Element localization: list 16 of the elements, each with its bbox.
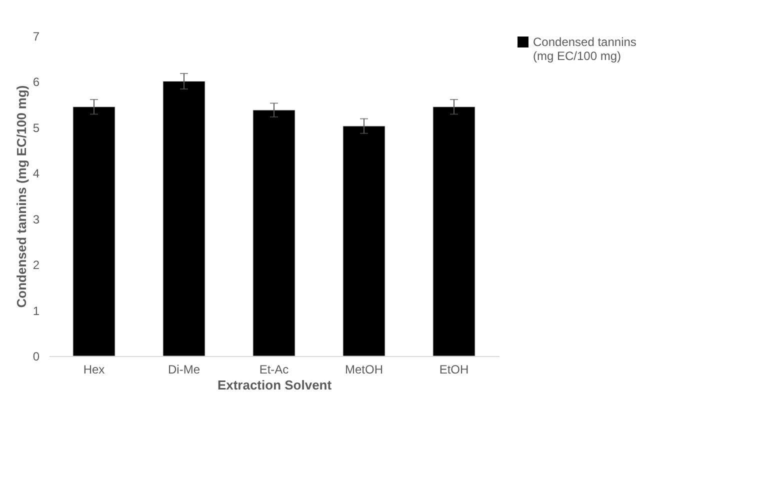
- y-tick-label: 0: [32, 350, 40, 364]
- x-axis-title: Extraction Solvent: [217, 378, 332, 392]
- x-tick-label: MetOH: [344, 362, 384, 376]
- legend-label: Condensed tannins (mg EC/100 mg): [533, 35, 636, 63]
- y-tick-label: 5: [32, 120, 40, 135]
- y-tick-label: 7: [32, 30, 40, 44]
- y-tick-label: 2: [32, 258, 40, 272]
- y-tick-label: 1: [32, 304, 40, 318]
- x-tick-label: Hex: [83, 362, 105, 376]
- x-tick-label: Et-Ac: [259, 362, 289, 376]
- y-axis-title: Condensed tannins (mg EC/100 mg): [14, 85, 29, 308]
- y-tick-label: 6: [32, 75, 40, 90]
- y-tick-label: 3: [32, 212, 40, 226]
- y-tick-label: 4: [32, 166, 40, 181]
- x-tick-label: EtOH: [439, 362, 469, 376]
- x-tick-label: Di-Me: [168, 362, 200, 376]
